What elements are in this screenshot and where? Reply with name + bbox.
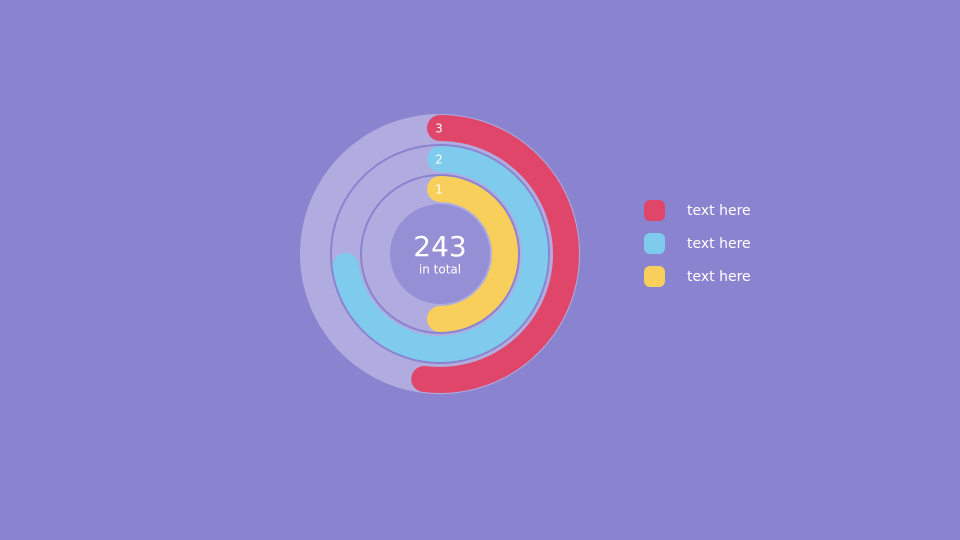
radial-bar — [332, 146, 548, 362]
legend-swatch — [644, 266, 665, 287]
center-disc — [390, 204, 490, 304]
ring-divider — [330, 144, 550, 364]
total-label: in total — [419, 263, 461, 277]
legend-swatch — [644, 233, 665, 254]
ring-label: 1 — [435, 183, 443, 197]
legend-swatch — [644, 200, 665, 221]
ring-label: 3 — [435, 122, 443, 136]
radial-bar — [411, 115, 579, 393]
radial-bar — [427, 176, 518, 332]
legend-label: text here — [687, 236, 751, 252]
ring-label: 2 — [435, 153, 443, 167]
total-value: 243 — [413, 230, 466, 263]
ring-divider — [360, 174, 520, 334]
legend-label: text here — [687, 203, 751, 219]
legend-label: text here — [687, 269, 751, 285]
